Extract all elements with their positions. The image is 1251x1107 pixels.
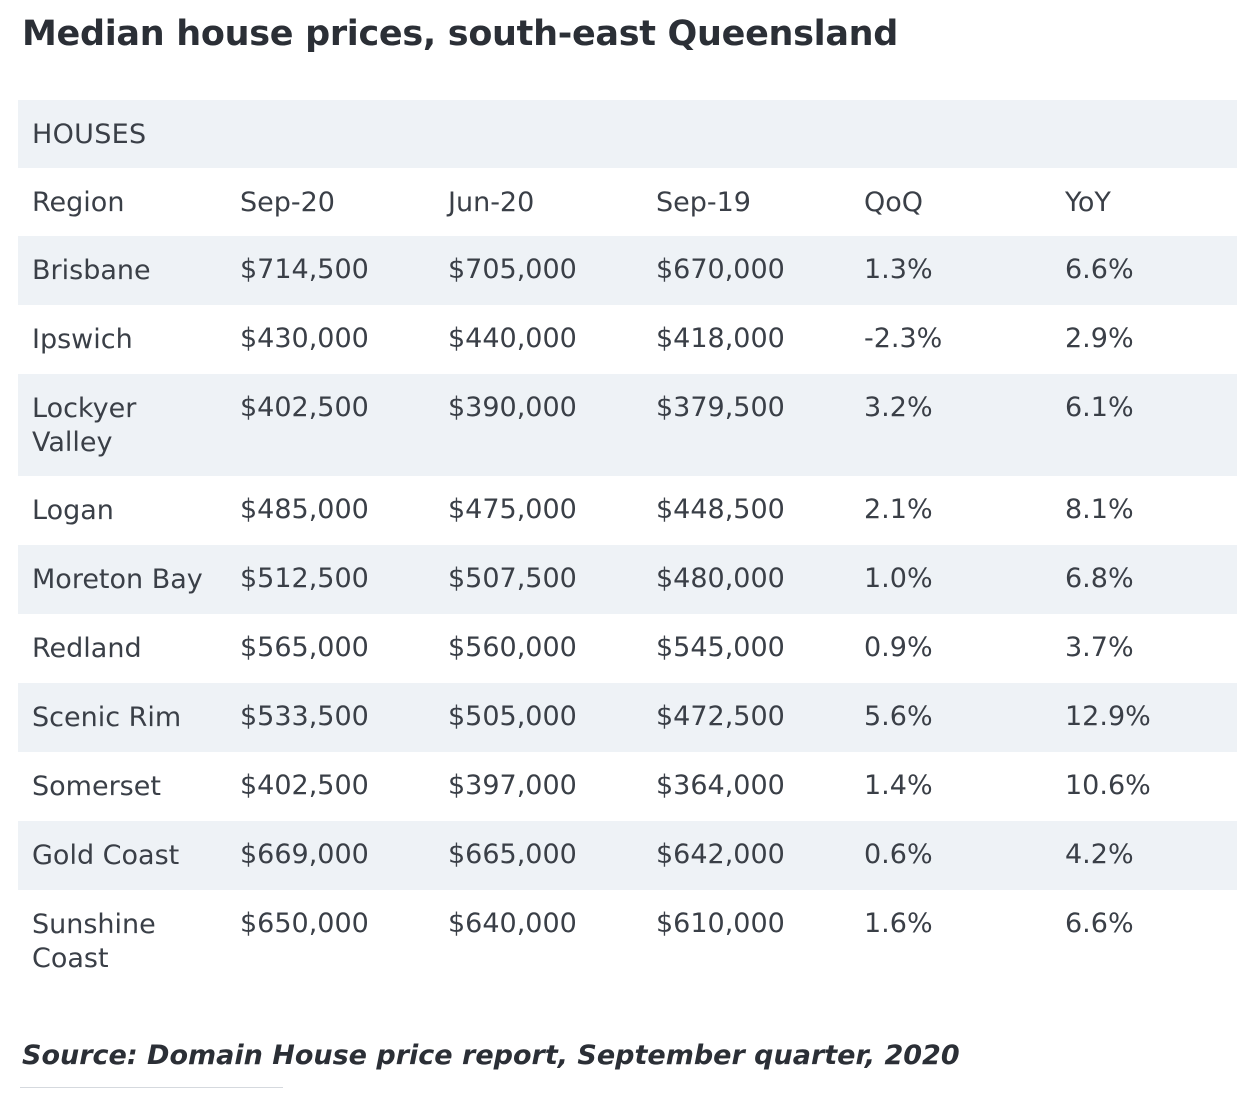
value-cell: 10.6% [1065, 770, 1151, 801]
value-cell: 2.9% [1065, 323, 1134, 354]
table-row: Gold Coast $669,000 $665,000 $642,000 0.6% 4.… [18, 821, 1238, 890]
value-cell: $640,000 [448, 908, 577, 939]
value-cell: $390,000 [434, 374, 642, 476]
value-cell: $379,500 [642, 374, 850, 476]
value-cell: 12.9% [1051, 683, 1238, 752]
value-cell: $669,000 [226, 821, 434, 890]
column-header: Sep-19 [656, 186, 751, 218]
table-row: Sunshine Coast $650,000 $640,000 $610,000 1.6… [18, 890, 1237, 992]
value-cell: 6.8% [1051, 545, 1238, 614]
value-cell: $472,500 [642, 683, 850, 752]
value-cell: $448,500 [656, 494, 785, 525]
table-row: Scenic Rim $533,500 $505,000 $472,500 5.6% 12… [18, 683, 1238, 752]
value-cell: $565,000 [240, 632, 369, 663]
value-cell: $705,000 [434, 236, 642, 305]
value-cell: $642,000 [642, 821, 850, 890]
value-cell: $505,000 [434, 683, 642, 752]
column-header: Jun-20 [448, 186, 535, 218]
value-cell: 2.1% [864, 494, 933, 525]
value-cell: 6.6% [1065, 908, 1134, 939]
section-row: HOUSES [18, 100, 1238, 168]
value-cell: 0.9% [864, 632, 933, 663]
column-header: Region [32, 186, 125, 218]
price-table: HOUSES Region Sep-20 Jun-20 Sep-19 QoQ Y… [18, 100, 1238, 992]
value-cell: $397,000 [448, 770, 577, 801]
value-cell: 1.3% [850, 236, 1051, 305]
region-cell: Ipswich [32, 324, 133, 355]
value-cell: $418,000 [656, 323, 785, 354]
value-cell: 3.2% [850, 374, 1051, 476]
region-cell: Redland [32, 633, 142, 664]
region-cell: Logan [32, 495, 114, 526]
value-cell: $670,000 [642, 236, 850, 305]
table-row: Logan $485,000 $475,000 $448,500 2.1% 8.1% [18, 476, 1237, 545]
footer-divider [20, 1087, 283, 1088]
value-cell: $545,000 [656, 632, 785, 663]
table-row: Brisbane $714,500 $705,000 $670,000 1.3% 6.6% [18, 236, 1238, 305]
value-cell: $402,500 [226, 374, 434, 476]
value-cell: 6.1% [1051, 374, 1238, 476]
value-cell: $665,000 [434, 821, 642, 890]
value-cell: $485,000 [240, 494, 369, 525]
region-cell: Moreton Bay [18, 545, 226, 614]
region-cell: Sunshine Coast [32, 909, 156, 974]
column-header: Sep-20 [240, 186, 335, 218]
value-cell: $610,000 [656, 908, 785, 939]
table-row: Moreton Bay $512,500 $507,500 $480,000 1.0% 6… [18, 545, 1238, 614]
value-cell: 1.4% [864, 770, 933, 801]
value-cell: 1.0% [850, 545, 1051, 614]
value-cell: 4.2% [1051, 821, 1238, 890]
table-row: Redland $565,000 $560,000 $545,000 0.9% 3.7% [18, 614, 1237, 683]
section-label: HOUSES [18, 100, 1238, 168]
region-cell: Somerset [32, 771, 161, 802]
value-cell: $512,500 [226, 545, 434, 614]
value-cell: $475,000 [448, 494, 577, 525]
header-row: Region Sep-20 Jun-20 Sep-19 QoQ YoY [18, 168, 1237, 236]
value-cell: $364,000 [656, 770, 785, 801]
table-row: Lockyer Valley $402,500 $390,000 $379,500 3.2… [18, 374, 1238, 476]
region-cell: Scenic Rim [18, 683, 226, 752]
value-cell: $430,000 [240, 323, 369, 354]
value-cell: $480,000 [642, 545, 850, 614]
value-cell: $714,500 [226, 236, 434, 305]
value-cell: $560,000 [448, 632, 577, 663]
column-header: QoQ [864, 186, 924, 218]
value-cell: 8.1% [1065, 494, 1134, 525]
chart-title: Median house prices, south-east Queensla… [22, 14, 899, 54]
value-cell: $440,000 [448, 323, 577, 354]
value-cell: $650,000 [240, 908, 369, 939]
value-cell: $533,500 [226, 683, 434, 752]
region-cell: Lockyer Valley [18, 374, 226, 476]
column-header: YoY [1065, 186, 1111, 218]
source-note: Source: Domain House price report, Septe… [22, 1040, 960, 1071]
table-row: Somerset $402,500 $397,000 $364,000 1.4% 10.6… [18, 752, 1237, 821]
value-cell: 6.6% [1051, 236, 1238, 305]
value-cell: 5.6% [850, 683, 1051, 752]
value-cell: $402,500 [240, 770, 369, 801]
table-row: Ipswich $430,000 $440,000 $418,000 -2.3% 2.9% [18, 305, 1237, 374]
value-cell: 1.6% [864, 908, 933, 939]
value-cell: 3.7% [1065, 632, 1134, 663]
value-cell: $507,500 [434, 545, 642, 614]
value-cell: 0.6% [850, 821, 1051, 890]
region-cell: Gold Coast [18, 821, 226, 890]
value-cell: -2.3% [864, 323, 943, 354]
region-cell: Brisbane [18, 236, 226, 305]
